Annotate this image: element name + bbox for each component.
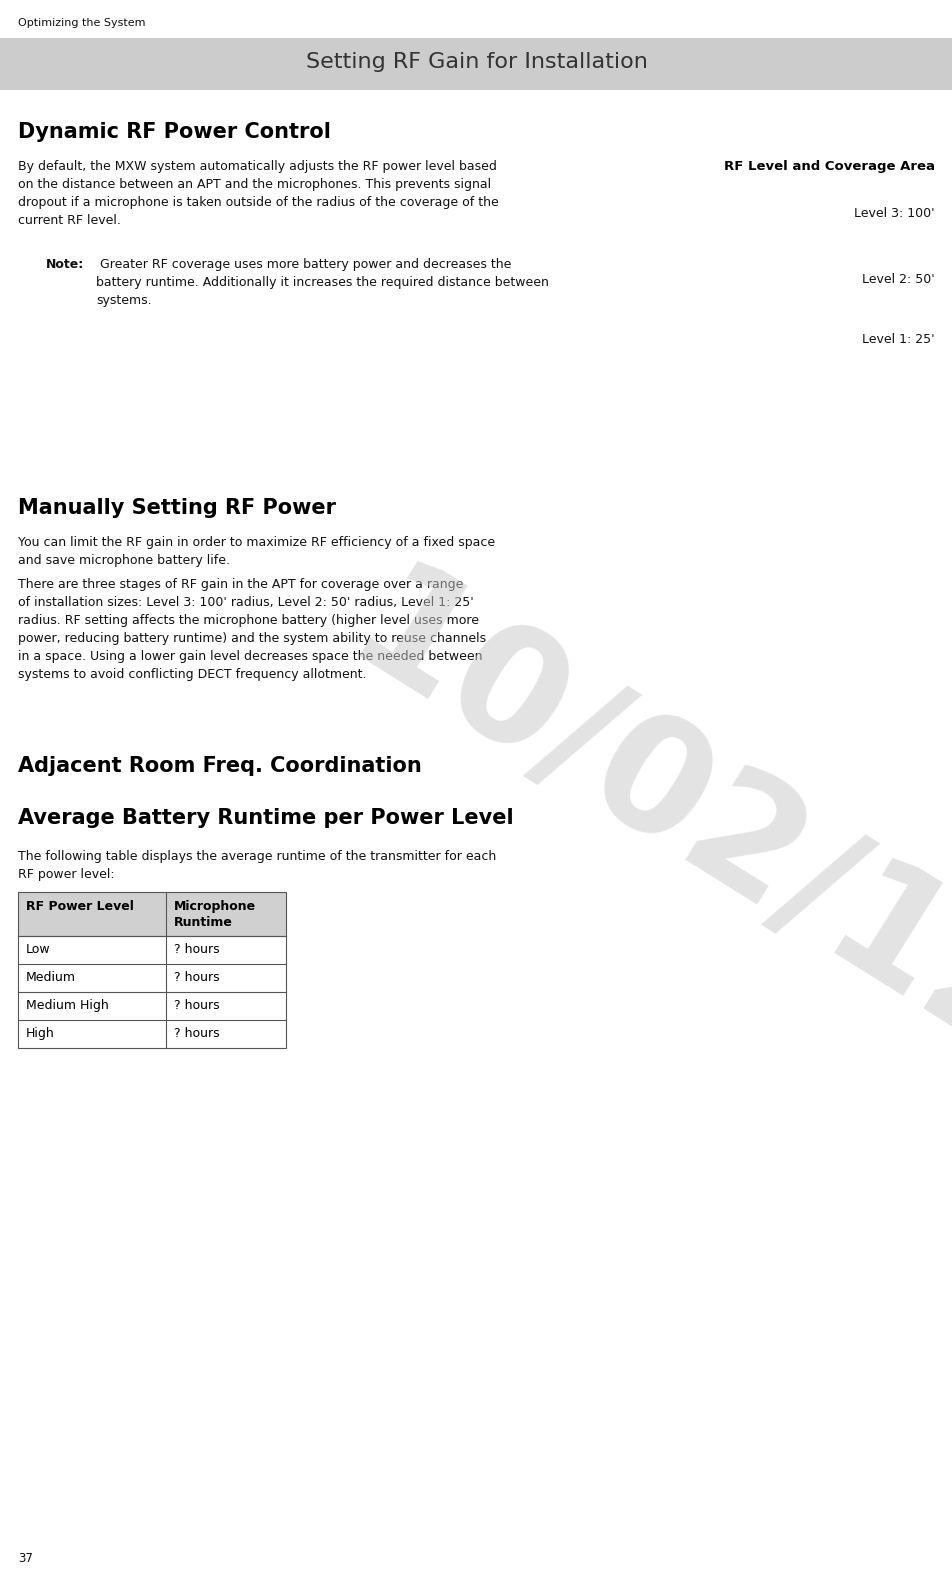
Text: Setting RF Gain for Installation: Setting RF Gain for Installation bbox=[306, 52, 646, 71]
Text: ? hours: ? hours bbox=[174, 943, 219, 955]
Text: 10/02/12: 10/02/12 bbox=[322, 552, 952, 1098]
Text: There are three stages of RF gain in the APT for coverage over a range
of instal: There are three stages of RF gain in the… bbox=[18, 578, 486, 681]
Bar bbox=[18, 892, 286, 936]
Text: By default, the MXW system automatically adjusts the RF power level based
on the: By default, the MXW system automatically… bbox=[18, 160, 498, 227]
Text: ? hours: ? hours bbox=[174, 971, 219, 984]
Text: Note:: Note: bbox=[46, 259, 84, 271]
Text: Medium: Medium bbox=[26, 971, 76, 984]
Text: Level 3: 100': Level 3: 100' bbox=[854, 206, 934, 221]
Text: Average Battery Runtime per Power Level: Average Battery Runtime per Power Level bbox=[18, 808, 513, 828]
Text: ? hours: ? hours bbox=[174, 1027, 219, 1039]
Text: Manually Setting RF Power: Manually Setting RF Power bbox=[18, 498, 336, 517]
Bar bbox=[0, 38, 952, 90]
Text: The following table displays the average runtime of the transmitter for each
RF : The following table displays the average… bbox=[18, 851, 496, 881]
Text: Low: Low bbox=[26, 943, 50, 955]
Text: Greater RF coverage uses more battery power and decreases the
battery runtime. A: Greater RF coverage uses more battery po… bbox=[96, 259, 548, 306]
Text: ? hours: ? hours bbox=[174, 998, 219, 1013]
Text: Medium High: Medium High bbox=[26, 998, 109, 1013]
Text: You can limit the RF gain in order to maximize RF efficiency of a fixed space
an: You can limit the RF gain in order to ma… bbox=[18, 536, 495, 567]
Text: Level 1: 25': Level 1: 25' bbox=[862, 333, 934, 346]
Text: High: High bbox=[26, 1027, 54, 1039]
Text: 37: 37 bbox=[18, 1552, 32, 1565]
Text: Level 2: 50': Level 2: 50' bbox=[862, 273, 934, 286]
Text: Dynamic RF Power Control: Dynamic RF Power Control bbox=[18, 122, 330, 141]
Text: Adjacent Room Freq. Coordination: Adjacent Room Freq. Coordination bbox=[18, 755, 422, 776]
Text: Optimizing the System: Optimizing the System bbox=[18, 17, 146, 29]
Text: RF Level and Coverage Area: RF Level and Coverage Area bbox=[724, 160, 934, 173]
Text: RF Power Level: RF Power Level bbox=[26, 900, 133, 913]
Text: Microphone
Runtime: Microphone Runtime bbox=[174, 900, 256, 928]
Bar bbox=[18, 892, 286, 1047]
